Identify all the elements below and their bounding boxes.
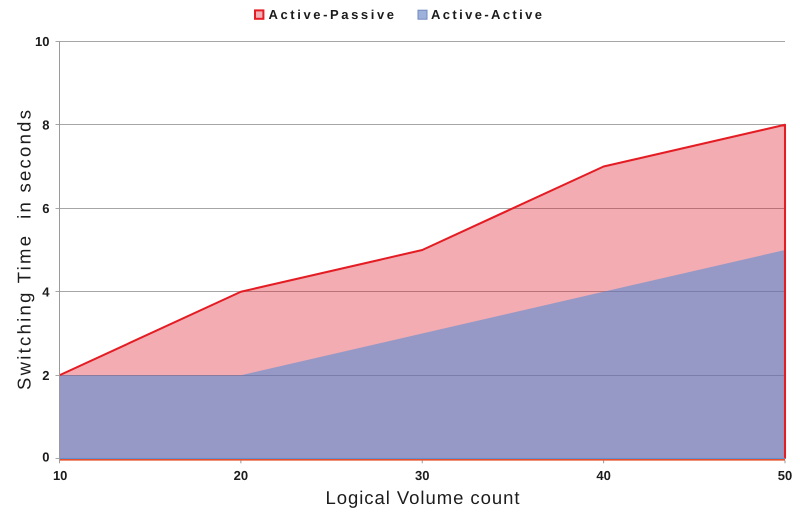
svg-text:4: 4: [42, 284, 50, 299]
svg-text:50: 50: [778, 468, 792, 483]
svg-text:40: 40: [596, 468, 610, 483]
svg-text:10: 10: [53, 468, 67, 483]
svg-text:0: 0: [42, 449, 49, 464]
svg-text:8: 8: [42, 117, 49, 132]
svg-text:Active-Active: Active-Active: [431, 7, 542, 22]
svg-text:Active-Passive: Active-Passive: [269, 7, 395, 22]
svg-text:2: 2: [42, 368, 49, 383]
svg-text:Logical Volume count: Logical Volume count: [326, 487, 520, 508]
svg-text:Switching Time in seconds: Switching Time in seconds: [14, 110, 35, 390]
svg-text:20: 20: [234, 468, 248, 483]
svg-text:10: 10: [35, 34, 49, 49]
svg-text:6: 6: [42, 201, 49, 216]
svg-text:30: 30: [415, 468, 429, 483]
